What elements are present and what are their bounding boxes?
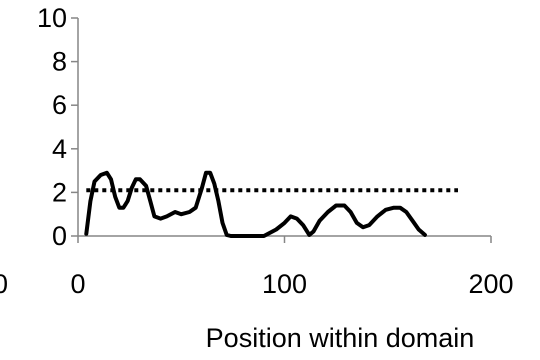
x-tick-label: 200 — [468, 269, 513, 299]
y-tick-label: 8 — [52, 47, 67, 77]
axes — [71, 17, 492, 243]
y-tick-label: 2 — [52, 177, 67, 207]
x-tick-label: 0 — [70, 269, 85, 299]
data-line — [84, 170, 427, 238]
plot-series — [84, 170, 458, 238]
y-tick-label: 6 — [52, 90, 67, 120]
y-tick-label: 4 — [52, 134, 67, 164]
clipped-tick-label: 0 — [0, 269, 8, 299]
y-tick-label: 10 — [37, 3, 67, 33]
x-tick-label: 100 — [262, 269, 307, 299]
y-tick-label: 0 — [52, 221, 67, 251]
x-axis-title: Position within domain — [206, 323, 475, 353]
